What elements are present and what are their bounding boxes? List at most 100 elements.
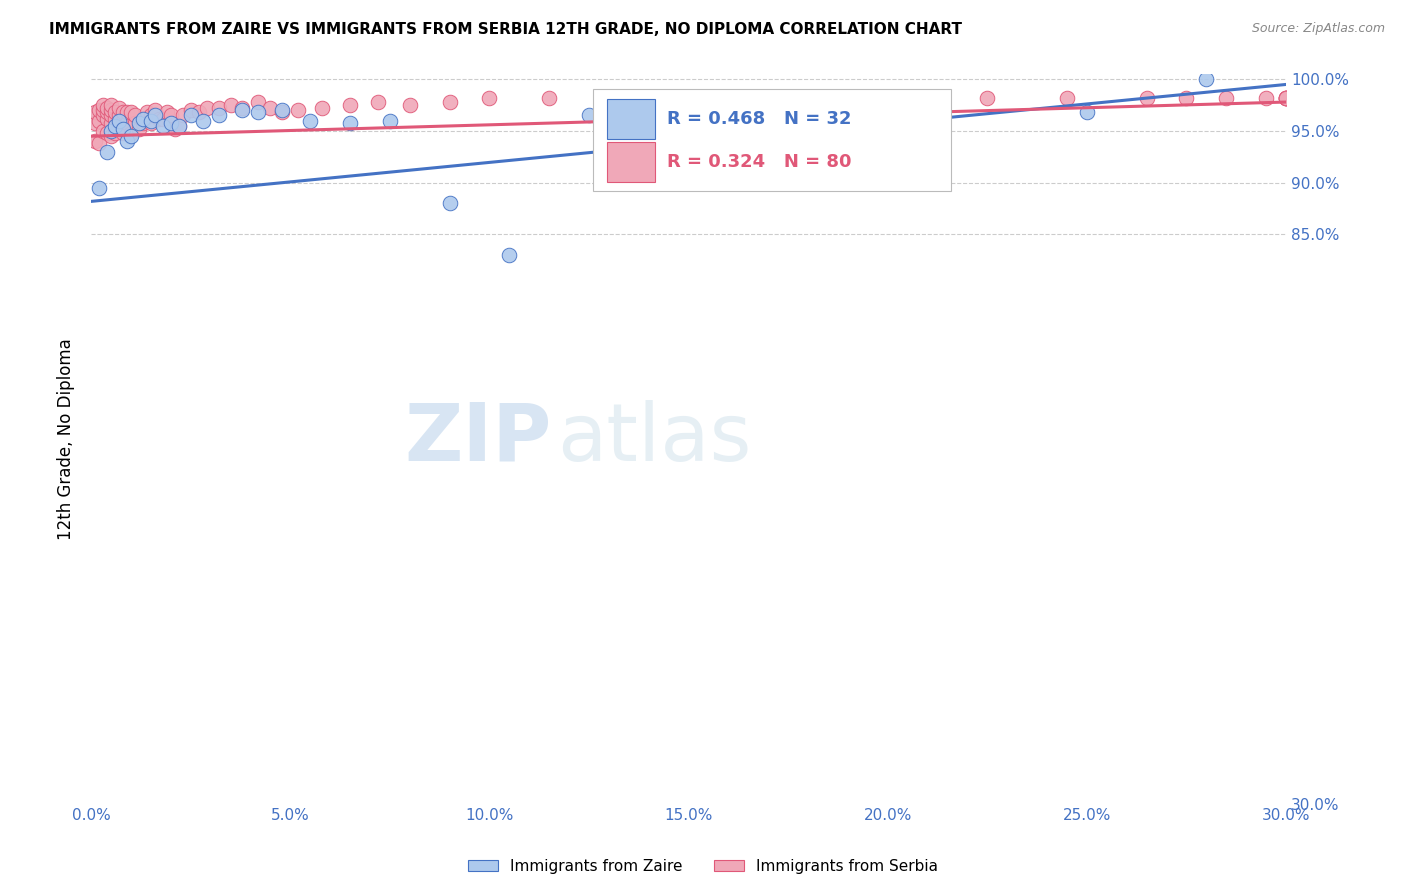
Text: R = 0.468   N = 32: R = 0.468 N = 32	[666, 111, 852, 128]
Y-axis label: 12th Grade, No Diploma: 12th Grade, No Diploma	[58, 338, 75, 540]
Point	[187, 105, 209, 120]
Text: Source: ZipAtlas.com: Source: ZipAtlas.com	[1251, 22, 1385, 36]
Point	[111, 113, 134, 128]
Point	[180, 108, 202, 122]
Point	[299, 113, 322, 128]
Point	[87, 181, 110, 195]
Point	[100, 103, 122, 118]
Point	[128, 122, 150, 136]
FancyBboxPatch shape	[607, 142, 655, 182]
FancyBboxPatch shape	[593, 88, 952, 191]
Legend: Immigrants from Zaire, Immigrants from Serbia: Immigrants from Zaire, Immigrants from S…	[461, 853, 945, 880]
Point	[778, 105, 800, 120]
Text: R = 0.324   N = 80: R = 0.324 N = 80	[666, 153, 852, 171]
Point	[120, 105, 142, 120]
Point	[1215, 91, 1237, 105]
Point	[115, 116, 138, 130]
Point	[139, 116, 162, 130]
Point	[271, 105, 294, 120]
Point	[91, 103, 114, 118]
Point	[124, 108, 146, 122]
Point	[84, 134, 107, 148]
Point	[120, 129, 142, 144]
Point	[108, 101, 131, 115]
Text: ZIP: ZIP	[404, 400, 551, 478]
Point	[167, 119, 190, 133]
Point	[100, 124, 122, 138]
Point	[1076, 105, 1098, 120]
Point	[180, 103, 202, 118]
Point	[87, 103, 110, 118]
Point	[219, 98, 242, 112]
Point	[339, 116, 361, 130]
Point	[84, 116, 107, 130]
Point	[108, 116, 131, 130]
Text: IMMIGRANTS FROM ZAIRE VS IMMIGRANTS FROM SERBIA 12TH GRADE, NO DIPLOMA CORRELATI: IMMIGRANTS FROM ZAIRE VS IMMIGRANTS FROM…	[49, 22, 962, 37]
FancyBboxPatch shape	[607, 99, 655, 139]
Point	[120, 126, 142, 140]
Point	[104, 126, 127, 140]
Point	[132, 112, 155, 126]
Point	[658, 91, 681, 105]
Point	[538, 91, 561, 105]
Point	[128, 116, 150, 130]
Point	[111, 122, 134, 136]
Point	[1175, 91, 1198, 105]
Point	[191, 113, 214, 128]
Point	[398, 98, 420, 112]
Point	[1275, 91, 1298, 105]
Point	[678, 105, 700, 120]
Point	[96, 126, 118, 140]
Point	[367, 95, 389, 109]
Point	[271, 103, 294, 118]
Point	[1275, 91, 1298, 105]
Point	[108, 108, 131, 122]
Point	[91, 98, 114, 112]
Point	[311, 101, 333, 115]
Point	[231, 103, 253, 118]
Point	[148, 112, 170, 126]
Point	[167, 119, 190, 133]
Point	[207, 101, 229, 115]
Point	[439, 196, 461, 211]
Point	[231, 101, 253, 115]
Point	[124, 116, 146, 130]
Point	[96, 112, 118, 126]
Point	[172, 108, 194, 122]
Point	[478, 91, 501, 105]
Point	[152, 112, 174, 126]
Point	[100, 129, 122, 144]
Point	[111, 126, 134, 140]
Point	[1275, 91, 1298, 105]
Point	[96, 105, 118, 120]
Point	[84, 105, 107, 120]
Point	[139, 108, 162, 122]
Point	[195, 101, 218, 115]
Point	[163, 122, 186, 136]
Point	[111, 105, 134, 120]
Point	[91, 124, 114, 138]
Point	[87, 113, 110, 128]
Point	[115, 105, 138, 120]
Point	[87, 136, 110, 151]
Point	[1195, 72, 1218, 87]
Point	[91, 108, 114, 122]
Point	[207, 108, 229, 122]
Point	[976, 91, 998, 105]
Point	[439, 95, 461, 109]
Point	[100, 108, 122, 122]
Point	[598, 91, 620, 105]
Point	[152, 119, 174, 133]
Point	[247, 105, 270, 120]
Point	[108, 113, 131, 128]
Point	[247, 95, 270, 109]
Point	[339, 98, 361, 112]
Point	[115, 134, 138, 148]
Point	[1254, 91, 1277, 105]
Point	[132, 116, 155, 130]
Point	[96, 101, 118, 115]
Point	[104, 119, 127, 133]
Point	[100, 116, 122, 130]
Point	[135, 105, 157, 120]
Point	[139, 113, 162, 128]
